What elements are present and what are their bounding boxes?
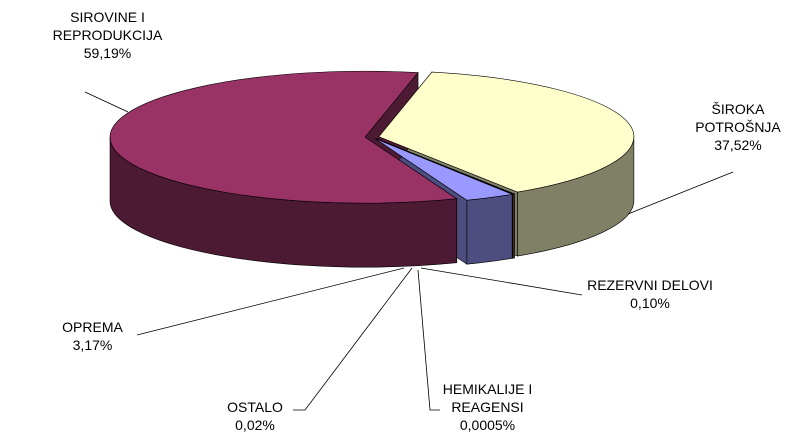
slice-label: HEMIKALIJE I REAGENSI 0,0005%: [430, 380, 545, 434]
slice-label: OPREMA 3,17%: [40, 318, 145, 354]
slice-value: 0,0005%: [459, 417, 516, 433]
slice-top: [375, 138, 515, 195]
slice-category: SIROVINE I REPRODUKCIJA: [52, 9, 163, 43]
slice-category: ŠIROKA POTROŠNJA: [695, 101, 781, 135]
slice-top: [378, 71, 635, 193]
slice-top: [109, 70, 458, 204]
slice-label: REZERVNI DELOVI 0,10%: [570, 276, 730, 312]
slice-category: REZERVNI DELOVI: [587, 277, 713, 293]
slice-top: [374, 138, 514, 201]
slice-category: OPREMA: [62, 319, 123, 335]
slice-value: 0,10%: [630, 295, 670, 311]
slice-value: 37,52%: [714, 137, 762, 153]
slice-label: ŠIROKA POTROŠNJA 37,52%: [683, 100, 785, 154]
slice-label: SIROVINE I REPRODUKCIJA 59,19%: [40, 8, 175, 62]
leader-line: [84, 91, 129, 113]
leader-line: [417, 269, 440, 411]
tops: [109, 70, 635, 204]
slice-category: OSTALO: [227, 399, 283, 415]
leader-line: [136, 267, 405, 336]
slice-wall: [466, 193, 513, 265]
slice-value: 59,19%: [83, 45, 132, 61]
leader-line: [420, 267, 583, 296]
slice-value: 3,17%: [72, 337, 113, 353]
leader-line: [627, 171, 734, 215]
slice-value: 0,02%: [235, 417, 275, 433]
leader-line: [293, 267, 413, 411]
slice-label: OSTALO 0,02%: [205, 398, 305, 434]
slice-category: HEMIKALIJE I REAGENSI: [442, 381, 533, 415]
